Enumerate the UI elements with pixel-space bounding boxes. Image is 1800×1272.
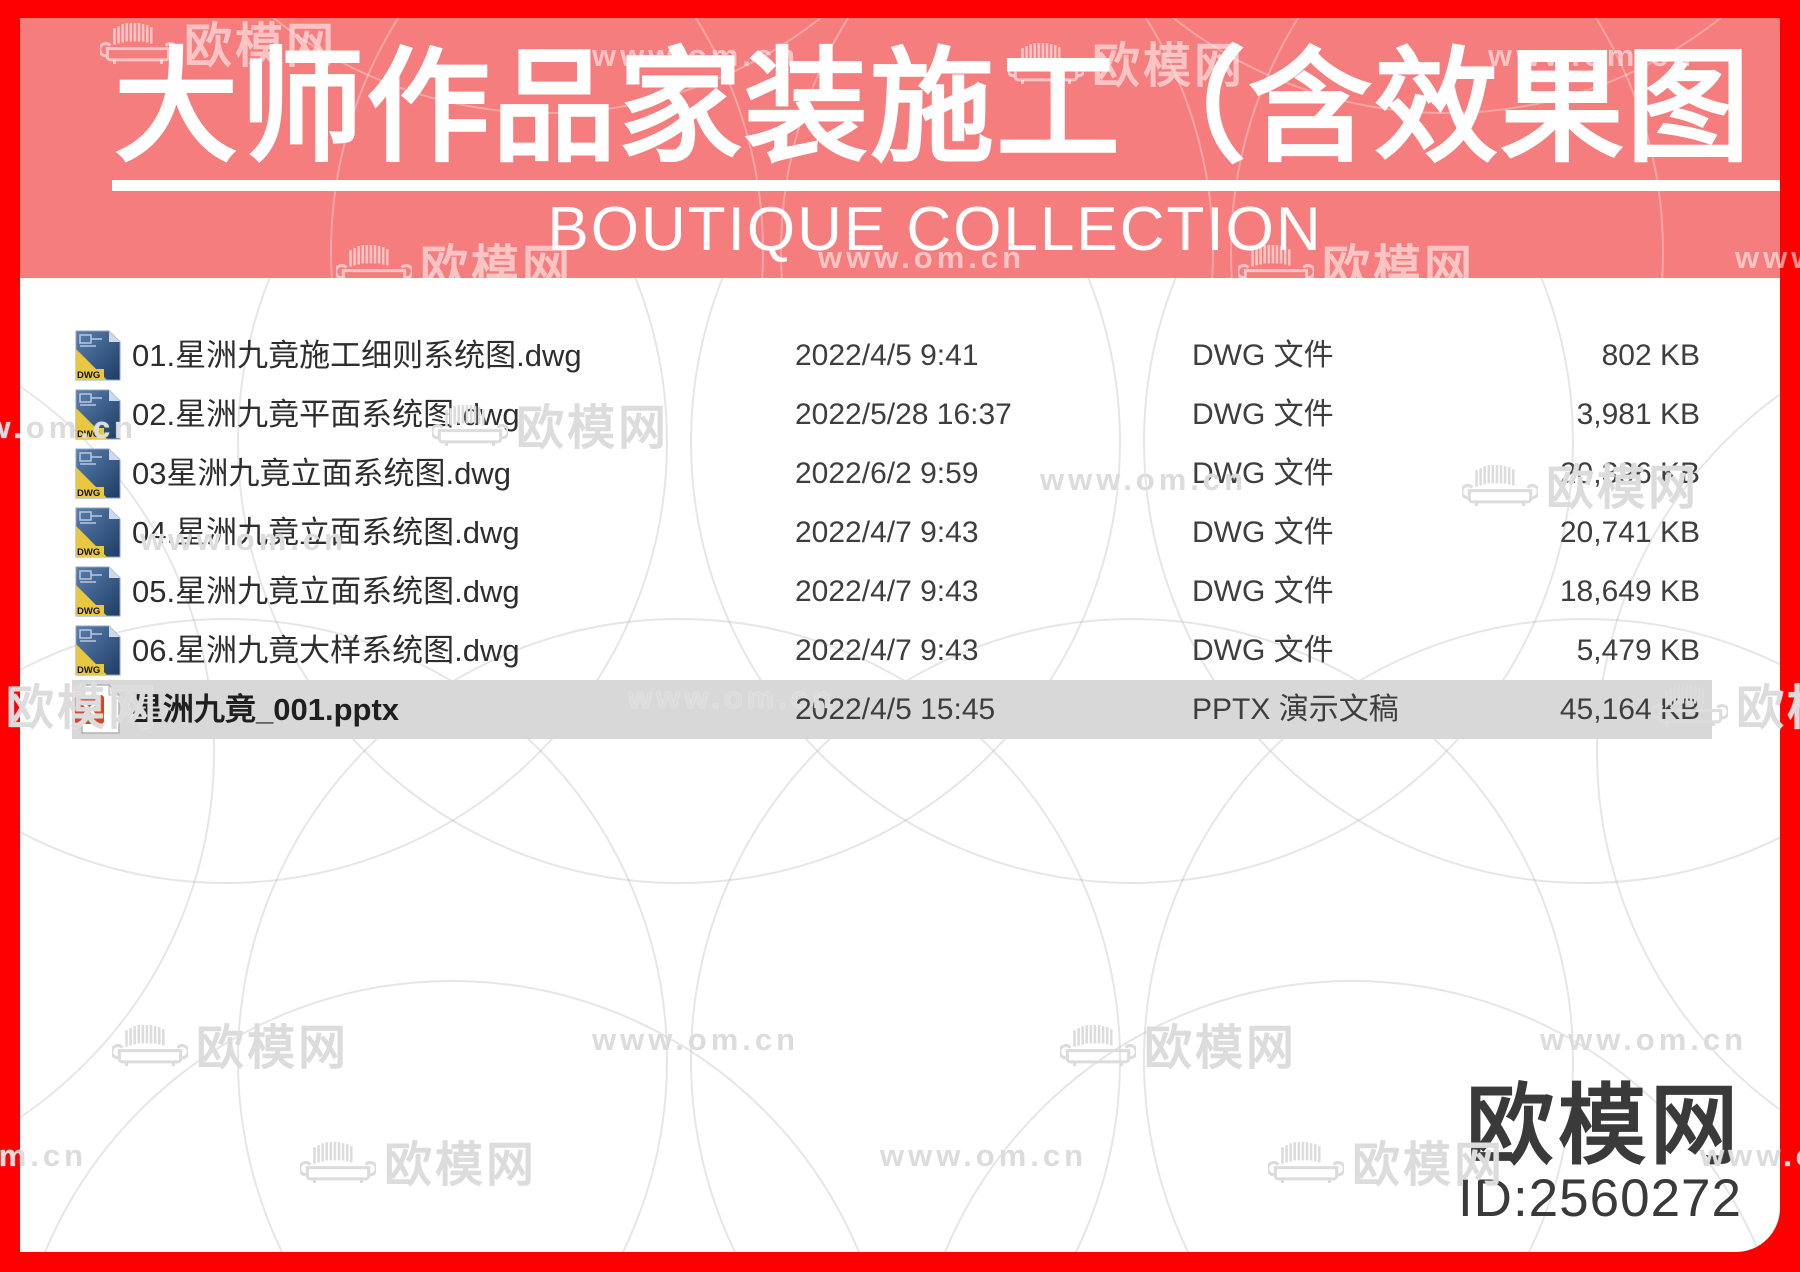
file-size: 45,164 KB — [1559, 693, 1700, 726]
file-date-modified: 2022/5/28 16:37 — [795, 398, 1012, 431]
file-size: 5,479 KB — [1576, 634, 1700, 667]
file-row[interactable]: 星洲九竟_001.pptx 2022/4/5 15:45 PPTX 演示文稿 45,1… — [72, 680, 1712, 739]
file-date-modified: 2022/4/7 9:43 — [795, 575, 979, 608]
svg-text:DWG: DWG — [77, 547, 100, 558]
dwg-file-icon: DWG — [74, 625, 122, 676]
dwg-file-icon: DWG — [74, 507, 122, 558]
file-row[interactable]: DWG 02.星洲九竟平面系统图.dwg 2022/5/28 16:37 DWG 文… — [72, 385, 1712, 444]
file-row[interactable]: DWG 05.星洲九竟立面系统图.dwg 2022/4/7 9:43 DWG 文件 1… — [72, 562, 1712, 621]
dwg-file-icon: DWG — [74, 330, 122, 381]
file-name: 03星洲九竟立面系统图.dwg — [132, 456, 511, 491]
file-list: DWG 01.星洲九竟施工细则系统图.dwg 2022/4/5 9:41 DWG 文… — [72, 326, 1712, 739]
pptx-file-icon — [74, 684, 122, 735]
page-title: 大师作品家装施工（含效果图 — [112, 41, 1780, 191]
item-id: ID:2560272 — [1457, 1168, 1742, 1228]
watermark-circle — [20, 980, 894, 1252]
file-type: DWG 文件 — [1192, 634, 1334, 667]
file-row[interactable]: DWG 01.星洲九竟施工细则系统图.dwg 2022/4/5 9:41 DWG 文… — [72, 326, 1712, 385]
file-name: 05.星洲九竟立面系统图.dwg — [132, 574, 520, 609]
file-date-modified: 2022/4/7 9:43 — [795, 634, 979, 667]
file-type: DWG 文件 — [1192, 457, 1334, 490]
file-name: 01.星洲九竟施工细则系统图.dwg — [132, 338, 582, 373]
file-name: 02.星洲九竟平面系统图.dwg — [132, 397, 520, 432]
page-title-wrap: 大师作品家装施工（含效果图 — [112, 41, 1780, 191]
page-subtitle: BOUTIQUE COLLECTION — [547, 195, 1323, 264]
file-date-modified: 2022/4/7 9:43 — [795, 516, 979, 549]
file-row[interactable]: DWG 06.星洲九竟大样系统图.dwg 2022/4/7 9:43 DWG 文件 5… — [72, 621, 1712, 680]
dwg-file-icon: DWG — [74, 448, 122, 499]
svg-text:DWG: DWG — [77, 429, 100, 440]
dwg-file-icon: DWG — [74, 566, 122, 617]
svg-text:DWG: DWG — [77, 370, 100, 381]
brand-block: 欧模网 ID:2560272 — [1457, 1075, 1742, 1228]
file-type: DWG 文件 — [1192, 516, 1334, 549]
svg-text:DWG: DWG — [77, 606, 100, 617]
file-size: 3,981 KB — [1576, 398, 1700, 431]
brand-logo-text: 欧模网 — [1465, 1075, 1742, 1175]
file-row[interactable]: DWG 03星洲九竟立面系统图.dwg 2022/6/2 9:59 DWG 文件 20… — [72, 444, 1712, 503]
svg-text:DWG: DWG — [77, 488, 100, 499]
file-date-modified: 2022/6/2 9:59 — [795, 457, 979, 490]
file-size: 802 KB — [1601, 339, 1700, 372]
file-size: 20,396 KB — [1559, 457, 1700, 490]
file-type: DWG 文件 — [1192, 575, 1334, 608]
header-banner: 大师作品家装施工（含效果图 BOUTIQUE COLLECTION — [20, 18, 1780, 278]
file-type: DWG 文件 — [1192, 398, 1334, 431]
file-size: 20,741 KB — [1559, 516, 1700, 549]
file-date-modified: 2022/4/5 9:41 — [795, 339, 979, 372]
file-name: 04.星洲九竟立面系统图.dwg — [132, 515, 520, 550]
file-size: 18,649 KB — [1559, 575, 1700, 608]
file-name: 星洲九竟_001.pptx — [132, 692, 400, 727]
file-row[interactable]: DWG 04.星洲九竟立面系统图.dwg 2022/4/7 9:43 DWG 文件 2… — [72, 503, 1712, 562]
file-type: DWG 文件 — [1192, 339, 1334, 372]
file-date-modified: 2022/4/5 15:45 — [795, 693, 996, 726]
dwg-file-icon: DWG — [74, 389, 122, 440]
file-name: 06.星洲九竟大样系统图.dwg — [132, 633, 520, 668]
svg-text:DWG: DWG — [77, 665, 100, 676]
file-type: PPTX 演示文稿 — [1192, 693, 1399, 726]
